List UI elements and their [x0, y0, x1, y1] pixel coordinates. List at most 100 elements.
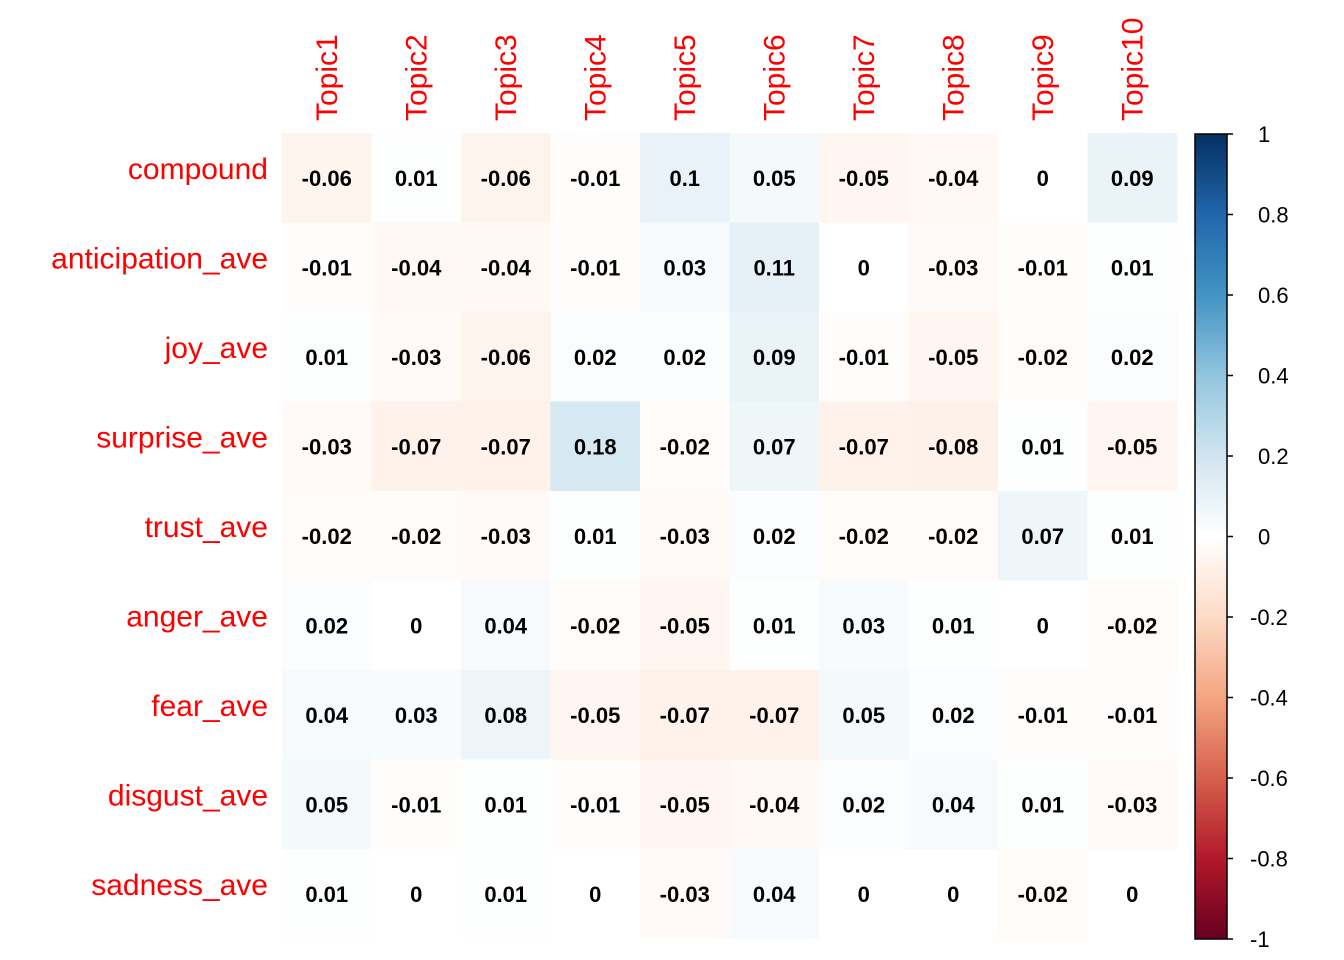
heatmap-cell — [1087, 849, 1178, 939]
cell-value-label: 0.01 — [932, 613, 975, 638]
heatmap-cells: -0.06 0.01 -0.06 -0.01 0.1 0.05 -0.05 -0.04 0 0.0… — [282, 133, 1178, 939]
heatmap-cell — [550, 133, 641, 223]
cell-value-label: -0.02 — [928, 524, 978, 549]
heatmap-cell — [1087, 670, 1178, 760]
heatmap-cell — [1087, 580, 1178, 671]
heatmap-cell — [640, 491, 730, 581]
heatmap-cell — [729, 222, 820, 313]
cell-value-label: 0.05 — [842, 703, 885, 728]
cell-value-label: 0.01 — [1111, 255, 1154, 280]
cell-value-label: 0.09 — [753, 345, 796, 370]
cell-value-label: 0 — [858, 255, 870, 280]
heatmap-cell — [461, 401, 551, 492]
heatmap-cell — [371, 401, 462, 492]
heatmap-cell — [908, 401, 999, 492]
cell-value-label: 0.05 — [753, 166, 796, 191]
heatmap-cell — [371, 491, 462, 581]
heatmap-cell — [819, 401, 909, 492]
cell-value-label: -0.03 — [660, 882, 710, 907]
heatmap-cell — [908, 580, 999, 671]
heatmap-cell — [729, 312, 820, 402]
row-label: fear_ave — [151, 690, 268, 723]
heatmap-cell — [461, 580, 551, 671]
heatmap-cell — [729, 580, 820, 671]
heatmap-cell — [282, 491, 372, 581]
heatmap-cell — [282, 312, 372, 402]
row-label: disgust_ave — [108, 779, 268, 812]
row-label: joy_ave — [164, 332, 268, 365]
heatmap-cell — [550, 849, 641, 939]
cell-value-label: -0.06 — [481, 166, 531, 191]
colorbar-tick-label: -1 — [1250, 927, 1270, 952]
cell-value-label: -0.01 — [1018, 703, 1068, 728]
heatmap-cell — [998, 222, 1088, 313]
heatmap-cell — [908, 849, 999, 939]
heatmap-cell — [1087, 133, 1178, 223]
heatmap-cell — [729, 133, 820, 223]
cell-value-label: -0.02 — [839, 524, 889, 549]
heatmap-cell — [729, 849, 820, 939]
cell-value-label: 0.01 — [1111, 524, 1154, 549]
cell-value-label: 0.05 — [305, 792, 348, 817]
cell-value-label: -0.03 — [660, 524, 710, 549]
cell-value-label: 0.04 — [305, 703, 349, 728]
heatmap-cell — [461, 849, 551, 939]
colorbar: 1 0.8 0.6 0.4 0.2 0 -0.2 -0.4 -0.6 -0.8 -1 — [1194, 122, 1289, 952]
cell-value-label: 0.07 — [753, 434, 796, 459]
cell-value-label: -0.02 — [660, 434, 710, 459]
heatmap-cell — [729, 759, 820, 850]
cell-value-label: 0.01 — [574, 524, 617, 549]
column-label: Topic4 — [579, 34, 612, 121]
cell-value-label: 0.01 — [484, 882, 527, 907]
row-label: anger_ave — [126, 600, 268, 633]
heatmap-cell — [1087, 759, 1178, 850]
cell-value-label: 0.02 — [842, 792, 885, 817]
heatmap-cell — [461, 670, 551, 760]
cell-value-label: 0.01 — [395, 166, 438, 191]
heatmap-cell — [998, 670, 1088, 760]
heatmap-cell — [998, 580, 1088, 671]
cell-value-label: 0 — [858, 882, 870, 907]
cell-value-label: -0.01 — [302, 255, 352, 280]
heatmap-cell — [461, 759, 551, 850]
cell-value-label: -0.05 — [1107, 434, 1157, 459]
cell-value-label: 0.18 — [574, 434, 617, 459]
cell-value-label: 0.02 — [305, 613, 348, 638]
heatmap-cell — [550, 580, 641, 671]
cell-value-label: 0.03 — [395, 703, 438, 728]
colorbar-tick-label: -0.8 — [1250, 847, 1288, 872]
cell-value-label: 0 — [947, 882, 959, 907]
cell-value-label: -0.04 — [928, 166, 979, 191]
cell-value-label: 0.03 — [842, 613, 885, 638]
heatmap-cell — [282, 401, 372, 492]
cell-value-label: 0.04 — [753, 882, 797, 907]
heatmap-cell — [1087, 401, 1178, 492]
heatmap-cell — [998, 401, 1088, 492]
colorbar-tick-label: 0 — [1258, 525, 1270, 550]
cell-value-label: -0.03 — [928, 255, 978, 280]
heatmap-cell — [550, 222, 641, 313]
row-label: compound — [128, 153, 268, 186]
row-label: trust_ave — [145, 511, 268, 544]
cell-value-label: -0.05 — [660, 613, 710, 638]
row-label: sadness_ave — [91, 869, 268, 902]
heatmap-cell — [998, 133, 1088, 223]
cell-value-label: 0.04 — [484, 613, 528, 638]
cell-value-label: 0.01 — [305, 345, 348, 370]
cell-value-label: -0.01 — [570, 792, 620, 817]
cell-value-label: 0.03 — [663, 255, 706, 280]
heatmap-cell — [371, 133, 462, 223]
cell-value-label: 0.07 — [1021, 524, 1064, 549]
column-label: Topic2 — [400, 34, 433, 121]
heatmap-cell — [729, 401, 820, 492]
heatmap-cell — [819, 759, 909, 850]
heatmap-cell — [729, 670, 820, 760]
cell-value-label: -0.05 — [928, 345, 978, 370]
heatmap-cell — [908, 222, 999, 313]
heatmap-cell — [908, 759, 999, 850]
column-label: Topic3 — [490, 34, 523, 121]
cell-value-label: -0.05 — [570, 703, 620, 728]
cell-value-label: -0.04 — [481, 255, 532, 280]
cell-value-label: 0.08 — [484, 703, 527, 728]
column-label: Topic5 — [669, 34, 702, 121]
